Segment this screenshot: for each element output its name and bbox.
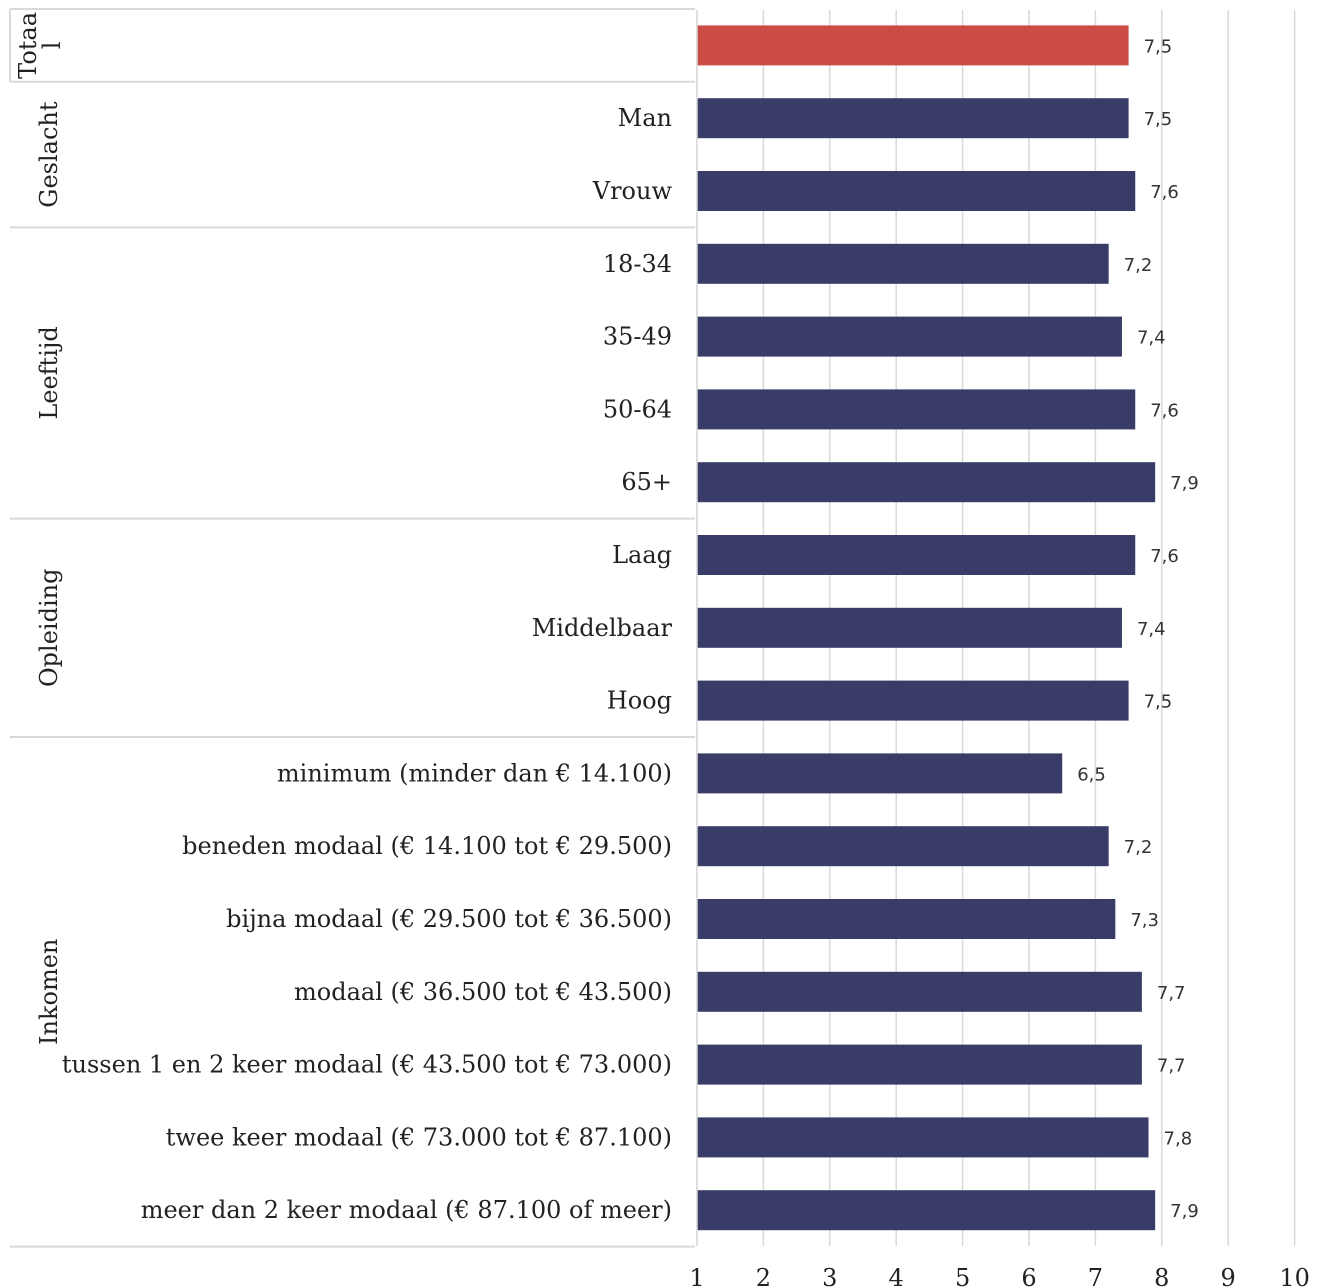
data-label: 7,5 <box>1144 692 1173 713</box>
bar <box>697 389 1136 430</box>
category-label: Hoog <box>607 687 672 715</box>
group-label: Geslacht <box>35 101 63 208</box>
data-label: 6,5 <box>1077 764 1106 785</box>
bar <box>697 971 1142 1012</box>
bar <box>697 243 1109 284</box>
bar <box>697 1190 1156 1231</box>
category-label: modaal (€ 36.500 tot € 43.500) <box>294 978 672 1006</box>
x-tick-label: 2 <box>756 1264 771 1287</box>
category-label: twee keer modaal (€ 73.000 tot € 87.100) <box>166 1123 672 1151</box>
bar <box>697 680 1129 721</box>
data-label: 7,4 <box>1137 619 1166 640</box>
group-label: Inkomen <box>35 939 63 1045</box>
x-tick-label: 10 <box>1279 1264 1310 1287</box>
x-tick-label: 9 <box>1221 1264 1236 1287</box>
x-tick-label: 6 <box>1021 1264 1036 1287</box>
bar <box>697 535 1136 575</box>
data-label: 7,3 <box>1130 910 1159 931</box>
data-label: 7,9 <box>1170 473 1199 494</box>
category-label: 18-34 <box>603 250 672 278</box>
x-tick-label: 5 <box>955 1264 970 1287</box>
bar <box>697 98 1129 139</box>
category-label: Vrouw <box>592 177 673 205</box>
category-label: minimum (minder dan € 14.100) <box>277 759 672 787</box>
bar <box>697 462 1156 503</box>
group-label: Totaal <box>14 12 66 79</box>
data-label: 7,6 <box>1150 182 1179 203</box>
x-tick-label: 8 <box>1154 1264 1169 1287</box>
category-label: Laag <box>612 541 672 569</box>
data-label: 7,9 <box>1170 1201 1199 1222</box>
data-label: 7,2 <box>1124 837 1153 858</box>
data-label: 7,8 <box>1164 1128 1193 1149</box>
x-tick-label: 1 <box>689 1264 704 1287</box>
category-label: 65+ <box>621 468 672 496</box>
data-label: 7,7 <box>1157 983 1186 1004</box>
data-label: 7,5 <box>1144 109 1173 130</box>
bar <box>697 316 1122 357</box>
bar <box>697 25 1129 66</box>
data-label: 7,6 <box>1150 400 1179 421</box>
bar <box>697 826 1109 867</box>
data-label: 7,6 <box>1150 546 1179 567</box>
bar <box>697 1044 1142 1085</box>
category-label: 35-49 <box>603 323 672 351</box>
x-tick-label: 3 <box>822 1264 837 1287</box>
data-label: 7,7 <box>1157 1056 1186 1077</box>
category-label: bijna modaal (€ 29.500 tot € 36.500) <box>226 905 672 933</box>
category-label: 50-64 <box>603 395 672 423</box>
group-label-line: l <box>38 42 66 50</box>
category-label: Man <box>618 104 672 132</box>
bar <box>697 607 1122 648</box>
data-label: 7,5 <box>1144 36 1173 57</box>
category-label: Middelbaar <box>532 614 673 642</box>
data-label: 7,4 <box>1137 328 1166 349</box>
bar <box>697 1117 1149 1158</box>
x-tick-label: 4 <box>889 1264 904 1287</box>
group-label: Leeftijd <box>35 326 63 419</box>
group-label-line: Totaa <box>14 12 42 79</box>
category-label: tussen 1 en 2 keer modaal (€ 43.500 tot … <box>62 1051 672 1079</box>
group-label: Opleiding <box>35 569 63 687</box>
category-label: beneden modaal (€ 14.100 tot € 29.500) <box>182 832 672 860</box>
x-tick-label: 7 <box>1088 1264 1103 1287</box>
bar <box>697 753 1063 794</box>
bar <box>697 171 1136 211</box>
bar <box>697 899 1116 939</box>
category-label: meer dan 2 keer modaal (€ 87.100 of meer… <box>141 1196 672 1224</box>
data-label: 7,2 <box>1124 255 1153 276</box>
